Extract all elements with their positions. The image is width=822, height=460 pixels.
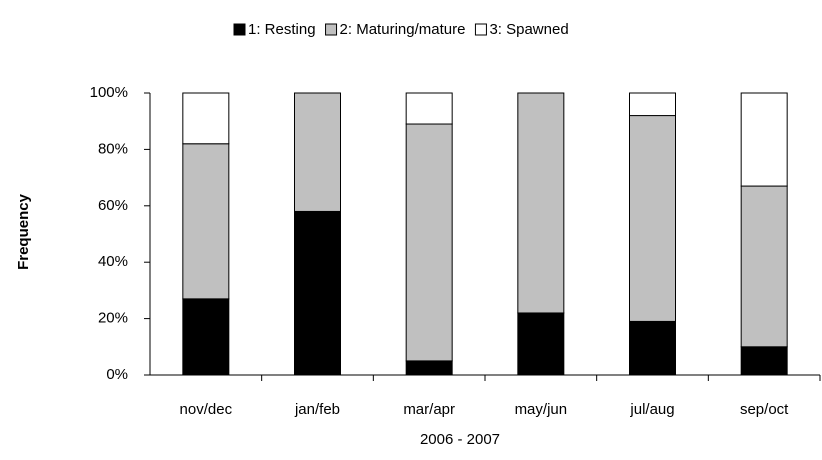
- bar-segment: [182, 92, 230, 145]
- legend-label: 2: Maturing/mature: [340, 21, 466, 38]
- legend-label: 3: Spawned: [489, 21, 568, 38]
- bar-segment: [740, 346, 788, 376]
- bar-segment: [294, 210, 341, 376]
- bar-segment: [294, 92, 341, 212]
- bar-segment: [405, 360, 453, 376]
- bar-segment: [182, 143, 230, 300]
- x-tick-label: nov/dec: [180, 401, 233, 418]
- bar-segment: [740, 185, 788, 348]
- y-axis-title: Frequency: [15, 193, 32, 270]
- y-tick-label: 0%: [106, 366, 128, 383]
- bar-segment: [182, 298, 230, 376]
- legend-swatch: [474, 23, 487, 36]
- legend-swatch: [233, 23, 246, 36]
- x-tick-label: jul/aug: [629, 401, 674, 418]
- y-tick-label: 20%: [98, 310, 128, 327]
- bar-segment: [517, 92, 565, 314]
- bar-segment: [405, 92, 453, 125]
- y-tick-label: 40%: [98, 253, 128, 270]
- bar-segment: [517, 312, 565, 376]
- x-tick-label: may/jun: [515, 401, 568, 418]
- bar-segment: [740, 92, 788, 187]
- y-tick-label: 80%: [98, 140, 128, 157]
- bar-segment: [405, 123, 453, 362]
- legend-swatch: [325, 23, 338, 36]
- y-tick-label: 100%: [90, 84, 128, 101]
- x-axis-title: 2006 - 2007: [420, 431, 500, 448]
- x-tick-label: jan/feb: [294, 401, 340, 418]
- bar-segment: [629, 320, 676, 376]
- legend-label: 1: Resting: [248, 21, 316, 38]
- bar-segment: [629, 92, 676, 117]
- bar-segment: [629, 115, 676, 322]
- y-tick-label: 60%: [98, 197, 128, 214]
- x-tick-label: mar/apr: [403, 401, 455, 418]
- x-tick-label: sep/oct: [740, 401, 789, 418]
